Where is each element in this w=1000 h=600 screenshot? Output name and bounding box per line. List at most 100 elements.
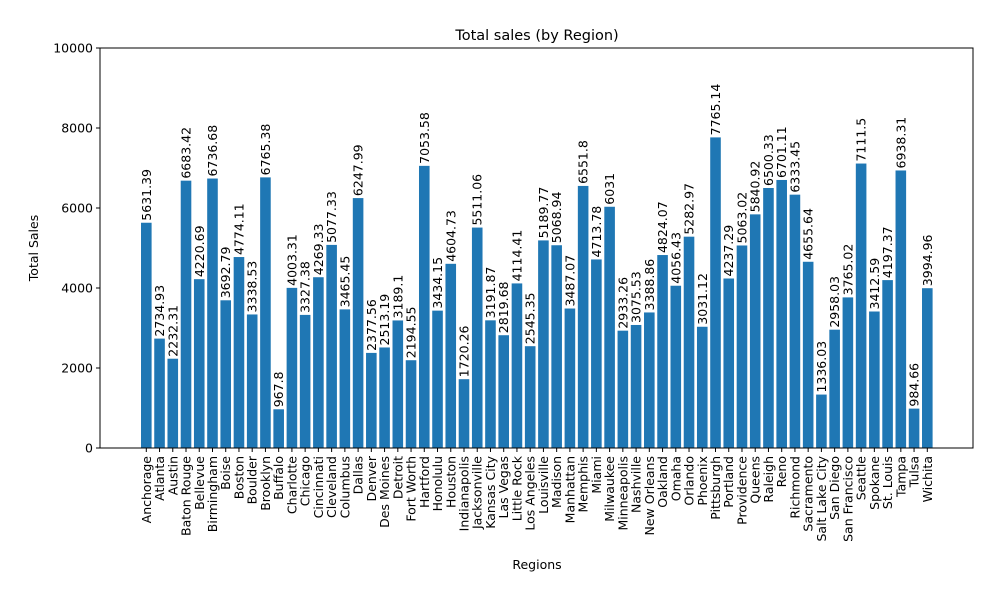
bar-value-label: 2933.26 [615,277,630,329]
x-tick-label: Boise [218,456,233,490]
bar-value-label: 967.8 [271,371,286,407]
bar [630,324,642,448]
bar [869,311,880,448]
bar [723,278,735,448]
bar-value-label: 5282.97 [682,183,697,235]
bar-value-label: 1336.03 [814,341,829,393]
x-tick-label: Richmond [787,456,802,519]
x-tick-label: Dallas [351,456,366,494]
bar [207,178,218,448]
bar-value-label: 3487.07 [562,255,577,307]
bar [366,352,377,448]
x-tick-label: Bellevue [192,456,207,510]
bar-value-label: 3412.59 [867,258,882,310]
bar [710,137,721,448]
x-tick-label: Orlando [682,456,697,506]
bar [591,259,602,448]
bar-value-label: 984.66 [907,363,922,407]
x-tick-label: Las Vegas [496,456,511,519]
bar-value-label: 2232.31 [165,305,180,357]
bar-value-label: 6551.8 [576,140,591,184]
bar [167,358,179,448]
bar-value-label: 4197.37 [880,226,895,278]
x-tick-label: Brooklyn [258,456,273,511]
bar [763,187,774,449]
x-tick-label: Birmingham [205,456,220,532]
bar-value-label: 4237.29 [721,225,736,277]
bar [908,408,920,448]
x-tick-label: Austin [165,456,180,495]
x-tick-label: Milwaukee [602,456,617,522]
bar [154,338,165,448]
bar-value-label: 6333.45 [787,141,802,193]
bar-value-label: 2377.56 [364,299,379,351]
bar [577,185,589,448]
bar [405,360,417,448]
bar-value-label: 3031.12 [695,273,710,325]
bar [776,179,787,448]
bar [458,379,470,448]
bar-value-label: 3765.02 [840,244,855,296]
x-tick-label: Providence [734,456,749,525]
x-tick-label: Anchorage [139,456,154,524]
bar [260,177,271,448]
x-tick-label: Charlotte [284,456,299,514]
x-tick-label: Honolulu [430,456,445,511]
bar-value-label: 5189.77 [536,187,551,239]
x-tick-label: Chicago [298,456,313,506]
x-tick-label: Raleigh [761,456,776,503]
x-tick-label: Baton Rouge [179,456,194,536]
x-tick-label: Phoenix [695,456,710,506]
bar-value-label: 7765.14 [708,84,723,136]
x-tick-label: Wichita [920,456,935,502]
bar-value-label: 2513.19 [377,294,392,346]
x-tick-label: Miami [589,456,604,494]
x-tick-label: Detroit [390,456,405,499]
x-tick-label: Cincinnati [311,456,326,518]
bar-value-label: 2194.55 [404,307,419,359]
bar-value-label: 6736.68 [205,125,220,177]
bar [816,394,827,448]
y-tick-label: 2000 [61,361,93,376]
y-tick-label: 6000 [61,201,93,216]
bar-value-label: 4713.78 [589,206,604,258]
bar [313,277,324,448]
x-tick-label: Indianapolis [456,456,471,531]
bar-value-label: 4269.33 [311,224,326,276]
x-tick-label: Seattle [854,456,869,501]
x-tick-label: Fort Worth [404,456,419,522]
x-tick-label: Omaha [668,456,683,501]
bar-value-label: 3994.96 [920,234,935,286]
x-tick-label: Sacramento [801,456,816,532]
bar-value-label: 6031 [602,173,617,205]
bar [644,312,655,448]
bar-value-label: 6701.11 [774,126,789,178]
bar-value-label: 4655.64 [801,208,816,260]
bar-value-label: 3327.38 [298,261,313,313]
bar-value-label: 3189.1 [390,275,405,319]
bar [829,329,840,448]
bar [855,163,867,449]
x-tick-label: Louisville [536,456,551,514]
bar [657,255,668,448]
bar [445,263,457,448]
bar-value-label: 3075.53 [629,271,644,323]
y-tick-label: 8000 [61,121,93,136]
x-tick-label: Columbus [337,456,352,518]
bar [538,240,549,448]
bar [180,180,192,448]
x-tick-label: Minneapolis [615,456,630,531]
bar [485,320,496,448]
x-tick-label: Kansas City [483,455,498,528]
x-tick-label: Des Moines [377,456,392,528]
bar-value-label: 3692.79 [218,247,233,299]
x-tick-label: New Orleans [642,456,657,535]
bar [736,245,748,448]
bar-value-label: 6500.33 [761,134,776,186]
bar [418,165,430,449]
bar-value-label: 5068.94 [549,192,564,244]
bar-value-label: 5840.92 [748,161,763,213]
bar [286,287,298,448]
